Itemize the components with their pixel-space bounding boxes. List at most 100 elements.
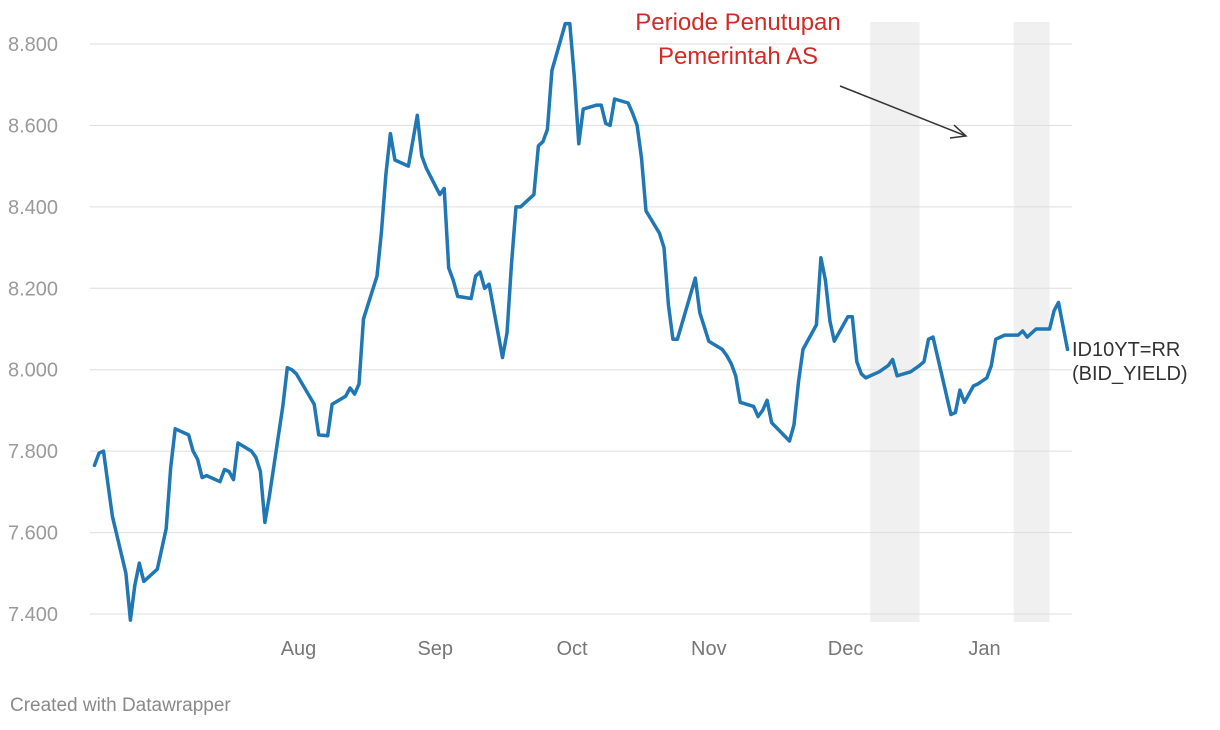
data-point [263,521,267,524]
data-point [877,370,881,374]
data-point [756,415,760,418]
y-tick-label: 7.400 [8,604,58,626]
data-point [635,124,639,127]
x-tick-label: Dec [828,638,864,660]
data-point [290,368,294,372]
y-tick-label: 8.200 [8,278,58,300]
data-point [187,433,191,437]
data-point [294,372,298,376]
line-chart: 7.400 7.600 7.800 8.000 8.200 8.400 8.600 8.800… [8,9,1188,660]
data-point [895,374,899,378]
x-tick-label: Nov [691,638,727,660]
annotation-arrow-head [949,124,968,139]
y-tick-label: 8.000 [8,360,58,382]
data-point [738,400,742,404]
data-point [205,474,209,477]
x-tick-label: Sep [417,638,453,660]
data-point [281,405,285,408]
data-point [456,295,460,298]
data-point [344,394,347,398]
data-point [927,337,930,341]
data-point [676,337,679,341]
data-point [223,468,226,471]
data-point [707,339,711,343]
data-point [819,256,823,260]
data-point [572,75,576,78]
data-point [384,172,388,176]
data-point [415,113,419,117]
data-point [97,451,101,455]
data-point [859,372,863,376]
data-point [662,246,666,250]
data-point [801,348,805,351]
data-point [886,364,890,367]
data-point [832,339,836,343]
data-point [577,142,581,146]
data-point [227,470,231,473]
data-point [949,413,953,416]
data-point [940,374,944,378]
data-point [734,374,738,378]
y-tick-label: 8.800 [8,34,58,56]
shade-band-1 [870,22,920,622]
shutdown-shading [870,22,1050,622]
x-tick-label: Aug [281,638,317,660]
data-point [510,262,513,266]
data-point [765,398,769,402]
gridlines [90,43,1072,615]
series-label-line-1: ID10YT=RR [1072,339,1180,361]
data-point [106,482,110,486]
data-point [667,303,670,306]
data-point [285,366,289,370]
data-point [761,409,764,412]
data-point [985,376,989,380]
data-point [815,323,818,327]
data-point [698,311,702,315]
data-point [93,464,96,467]
data-point [604,122,608,125]
data-point [972,384,975,388]
data-point [922,360,926,363]
data-point [142,580,146,583]
data-point [909,370,912,374]
data-point [469,297,473,300]
data-point [1007,333,1011,337]
data-point [483,286,486,290]
data-point [1066,348,1069,351]
data-point [994,337,998,341]
data-point [1034,327,1038,331]
y-tick-label: 7.600 [8,523,58,545]
data-point [550,69,554,72]
data-point [644,209,648,213]
y-tick-label: 7.800 [8,441,58,463]
data-point [658,231,661,235]
data-point [474,274,477,278]
data-point [613,97,616,101]
data-point [442,187,446,190]
data-point [1048,327,1051,331]
data-point [236,441,240,445]
data-point [218,480,222,484]
data-point [312,402,316,406]
x-tick-label: Jan [968,638,1000,660]
data-point [389,132,392,136]
data-point [487,282,491,286]
data-point [326,434,330,438]
data-point [568,22,572,25]
y-axis-ticks: 7.400 7.600 7.800 8.000 8.200 8.400 8.600 8.800 [8,34,58,626]
data-point [447,266,451,270]
data-point [918,364,921,367]
data-point [850,315,854,319]
data-point [451,278,455,282]
data-point [976,382,980,386]
data-point [259,470,262,473]
data-point [828,319,832,323]
shutdown-annotation: Periode Penutupan Pemerintah AS [635,9,968,139]
data-point [855,360,859,363]
data-point [720,348,724,351]
data-point [788,439,791,443]
series-line-1 [92,21,1070,622]
data-point [164,527,168,530]
data-point [357,382,361,386]
data-point [792,423,796,427]
